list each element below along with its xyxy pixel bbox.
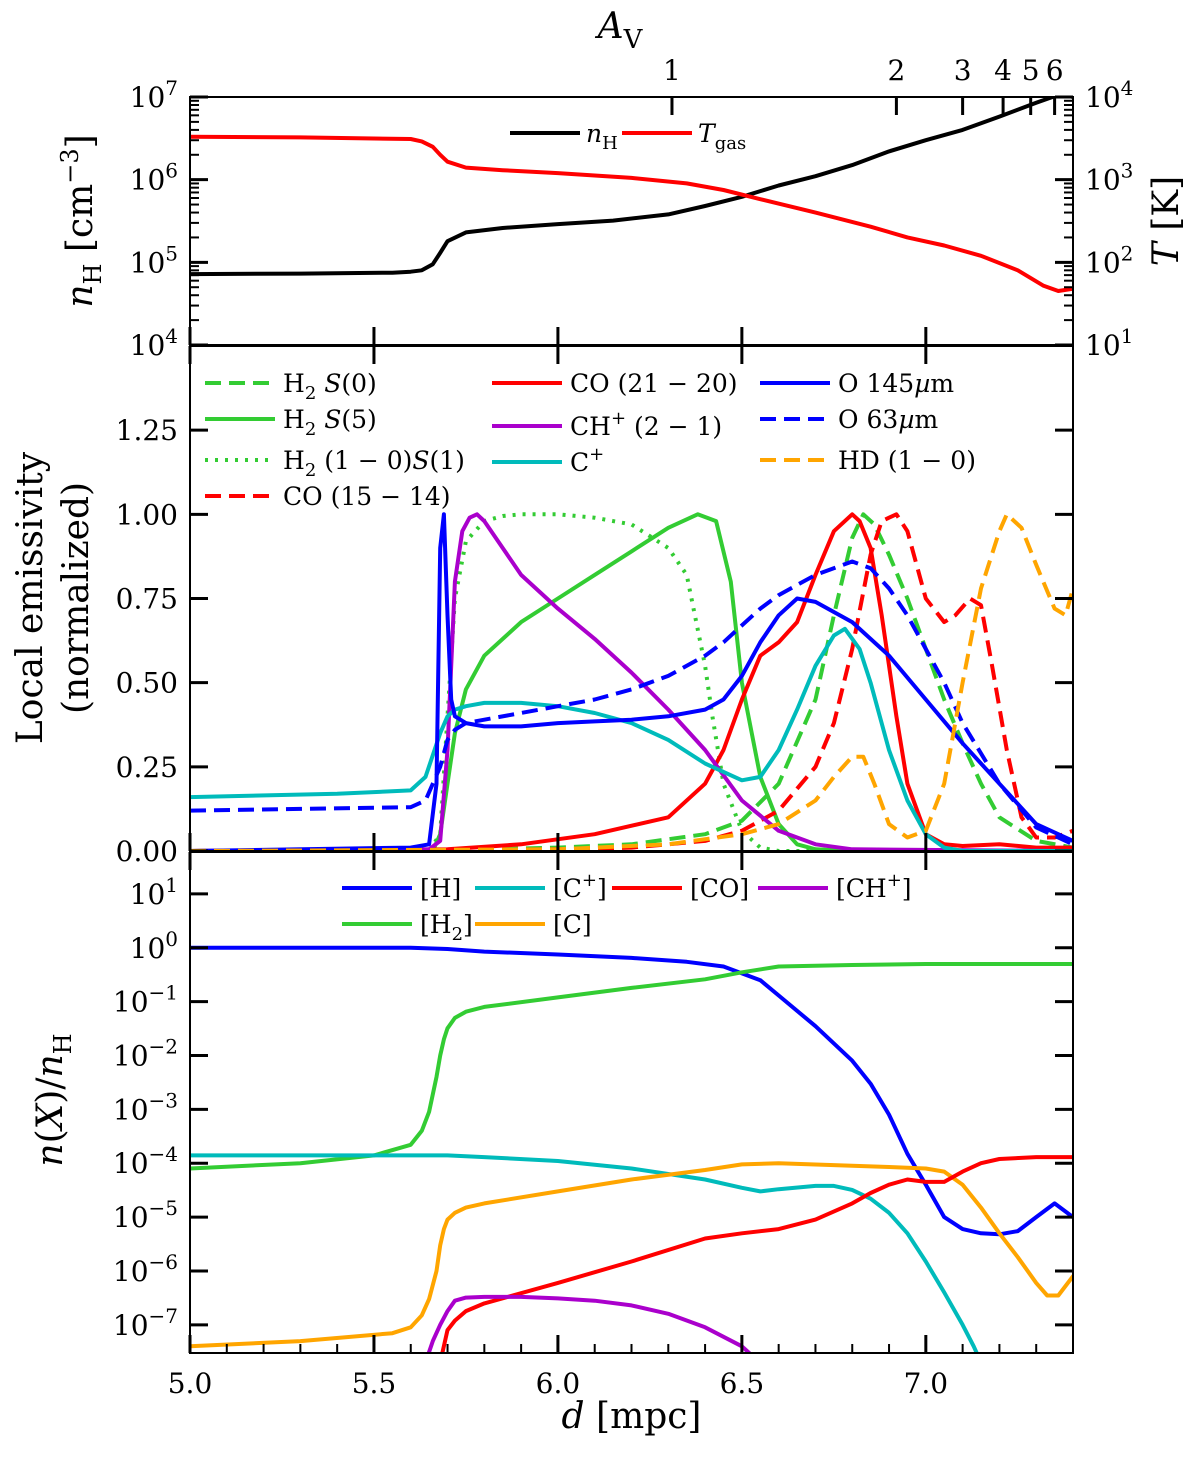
legend-h2-s0-label: H2 S(0) — [283, 369, 377, 404]
series-line-top-1 — [190, 134, 1073, 293]
x-tick-label: 5.5 — [352, 1367, 397, 1400]
bot-y-tick-label: 101 — [130, 873, 178, 911]
series-line-bot-5 — [426, 1294, 752, 1353]
bottom-y-label: n(X)/nH — [30, 1033, 77, 1166]
series-line-bot-2 — [190, 1153, 979, 1353]
av-tick-label: 4 — [994, 54, 1012, 87]
av-tick-label: 5 — [1022, 54, 1040, 87]
series-line-mid-9 — [190, 512, 1073, 851]
legend-CHp-label: [CH+] — [836, 870, 912, 903]
mid-y-tick-label: 0.50 — [116, 667, 178, 700]
right-tick-label: 101 — [1085, 324, 1133, 362]
legend-C-label: [C] — [553, 910, 592, 939]
bot-y-tick-label: 10−5 — [113, 1196, 178, 1234]
left-axis-label: nH [cm−3] — [56, 134, 107, 307]
mid-y-label-line1: Local emissivity — [10, 451, 51, 744]
right-axis-label: T [K] — [1146, 176, 1187, 266]
mid-y-tick-label: 0.25 — [116, 751, 178, 784]
x-tick-label: 7.0 — [904, 1367, 949, 1400]
series-line-bot-1 — [190, 962, 1073, 1171]
legend-h2-s5-label: H2 S(5) — [283, 405, 377, 440]
top-panel-lines — [190, 97, 1073, 293]
bot-y-tick-label: 10−6 — [113, 1250, 178, 1288]
mid-y-tick-label: 0.75 — [116, 583, 178, 616]
middle-panel-lines — [190, 512, 1073, 851]
left-tick-label: 106 — [130, 159, 178, 197]
x-tick-label: 6.5 — [720, 1367, 765, 1400]
mid-y-tick-label: 1.00 — [116, 498, 178, 531]
legend-H-label: [H] — [420, 874, 461, 903]
series-line-top-0 — [190, 97, 1073, 277]
mid-y-tick-label: 0.00 — [116, 835, 178, 868]
mid-y-tick-label: 1.25 — [116, 414, 178, 447]
mid-y-label-line2: (normalized) — [56, 482, 97, 714]
av-tick-label: 2 — [887, 54, 905, 87]
legend-co-15-14-label: CO (15 − 14) — [283, 482, 451, 511]
series-line-mid-6 — [190, 626, 1073, 851]
legend-Cp-label: [C+] — [553, 870, 607, 903]
legend-cp-label: C+ — [570, 444, 604, 477]
series-line-mid-8 — [190, 559, 1073, 847]
series-line-mid-5 — [190, 512, 1073, 851]
legend-hd-label: HD (1 − 0) — [838, 446, 976, 475]
legend-o145-label: O 145µm — [838, 369, 954, 398]
legend-label-nH: nH — [586, 119, 618, 154]
legend-co-21-20-label: CO (21 − 20) — [570, 369, 738, 398]
series-line-bot-3 — [190, 1161, 1073, 1349]
series-line-mid-4 — [190, 512, 1073, 851]
legends: nH Tgas H2 S(0)H2 S(5) H2 (1 − 0)S(1)CO (15… — [205, 119, 976, 945]
right-tick-label: 103 — [1085, 159, 1133, 197]
left-tick-label: 104 — [130, 324, 178, 362]
right-tick-label: 104 — [1085, 76, 1133, 114]
bot-y-tick-label: 10−2 — [113, 1035, 178, 1073]
bot-y-tick-label: 10−3 — [113, 1088, 178, 1126]
series-line-mid-1 — [190, 512, 1073, 851]
av-tick-label: 1 — [663, 54, 681, 87]
series-line-mid-2 — [190, 512, 1073, 851]
bottom-panel-frame — [189, 851, 1074, 1354]
series-line-mid-0 — [190, 512, 1073, 851]
bot-y-tick-label: 10−1 — [113, 981, 178, 1019]
series-line-bot-0 — [190, 945, 1073, 1237]
x-tick-label: 5.0 — [168, 1367, 213, 1400]
right-tick-label: 102 — [1085, 241, 1133, 279]
left-tick-label: 105 — [130, 241, 178, 279]
axes: 5.0 5.5 6.0 6.5 7.0 d [mpc] 1 2 3 4 5 6 AV 104 105 106 1… — [10, 6, 1187, 1437]
legend-H2-label: [H2] — [420, 910, 473, 945]
legend-o63-label: O 63µm — [838, 405, 939, 434]
bot-y-tick-label: 100 — [130, 927, 178, 965]
x-tick-label: 6.0 — [536, 1367, 581, 1400]
legend-chp-2-1-label: CH+ (2 − 1) — [570, 408, 722, 441]
legend-label-Tgas: Tgas — [698, 119, 746, 154]
av-tick-label: 3 — [954, 54, 972, 87]
bottom-panel-lines — [190, 945, 1073, 1353]
top-axis-label: AV — [595, 6, 644, 55]
legend-CO-label: [CO] — [690, 874, 749, 903]
left-tick-label: 107 — [130, 76, 178, 114]
bot-y-tick-label: 10−4 — [113, 1142, 178, 1180]
x-axis-label: d [mpc] — [562, 1396, 702, 1437]
series-line-mid-7 — [190, 512, 1073, 851]
av-tick-label: 6 — [1046, 54, 1064, 87]
bot-y-tick-label: 10−7 — [113, 1304, 178, 1342]
series-line-bot-4 — [440, 1155, 1073, 1353]
series-line-mid-3 — [190, 512, 1073, 851]
legend-h2-10s1-label: H2 (1 − 0)S(1) — [283, 446, 465, 481]
